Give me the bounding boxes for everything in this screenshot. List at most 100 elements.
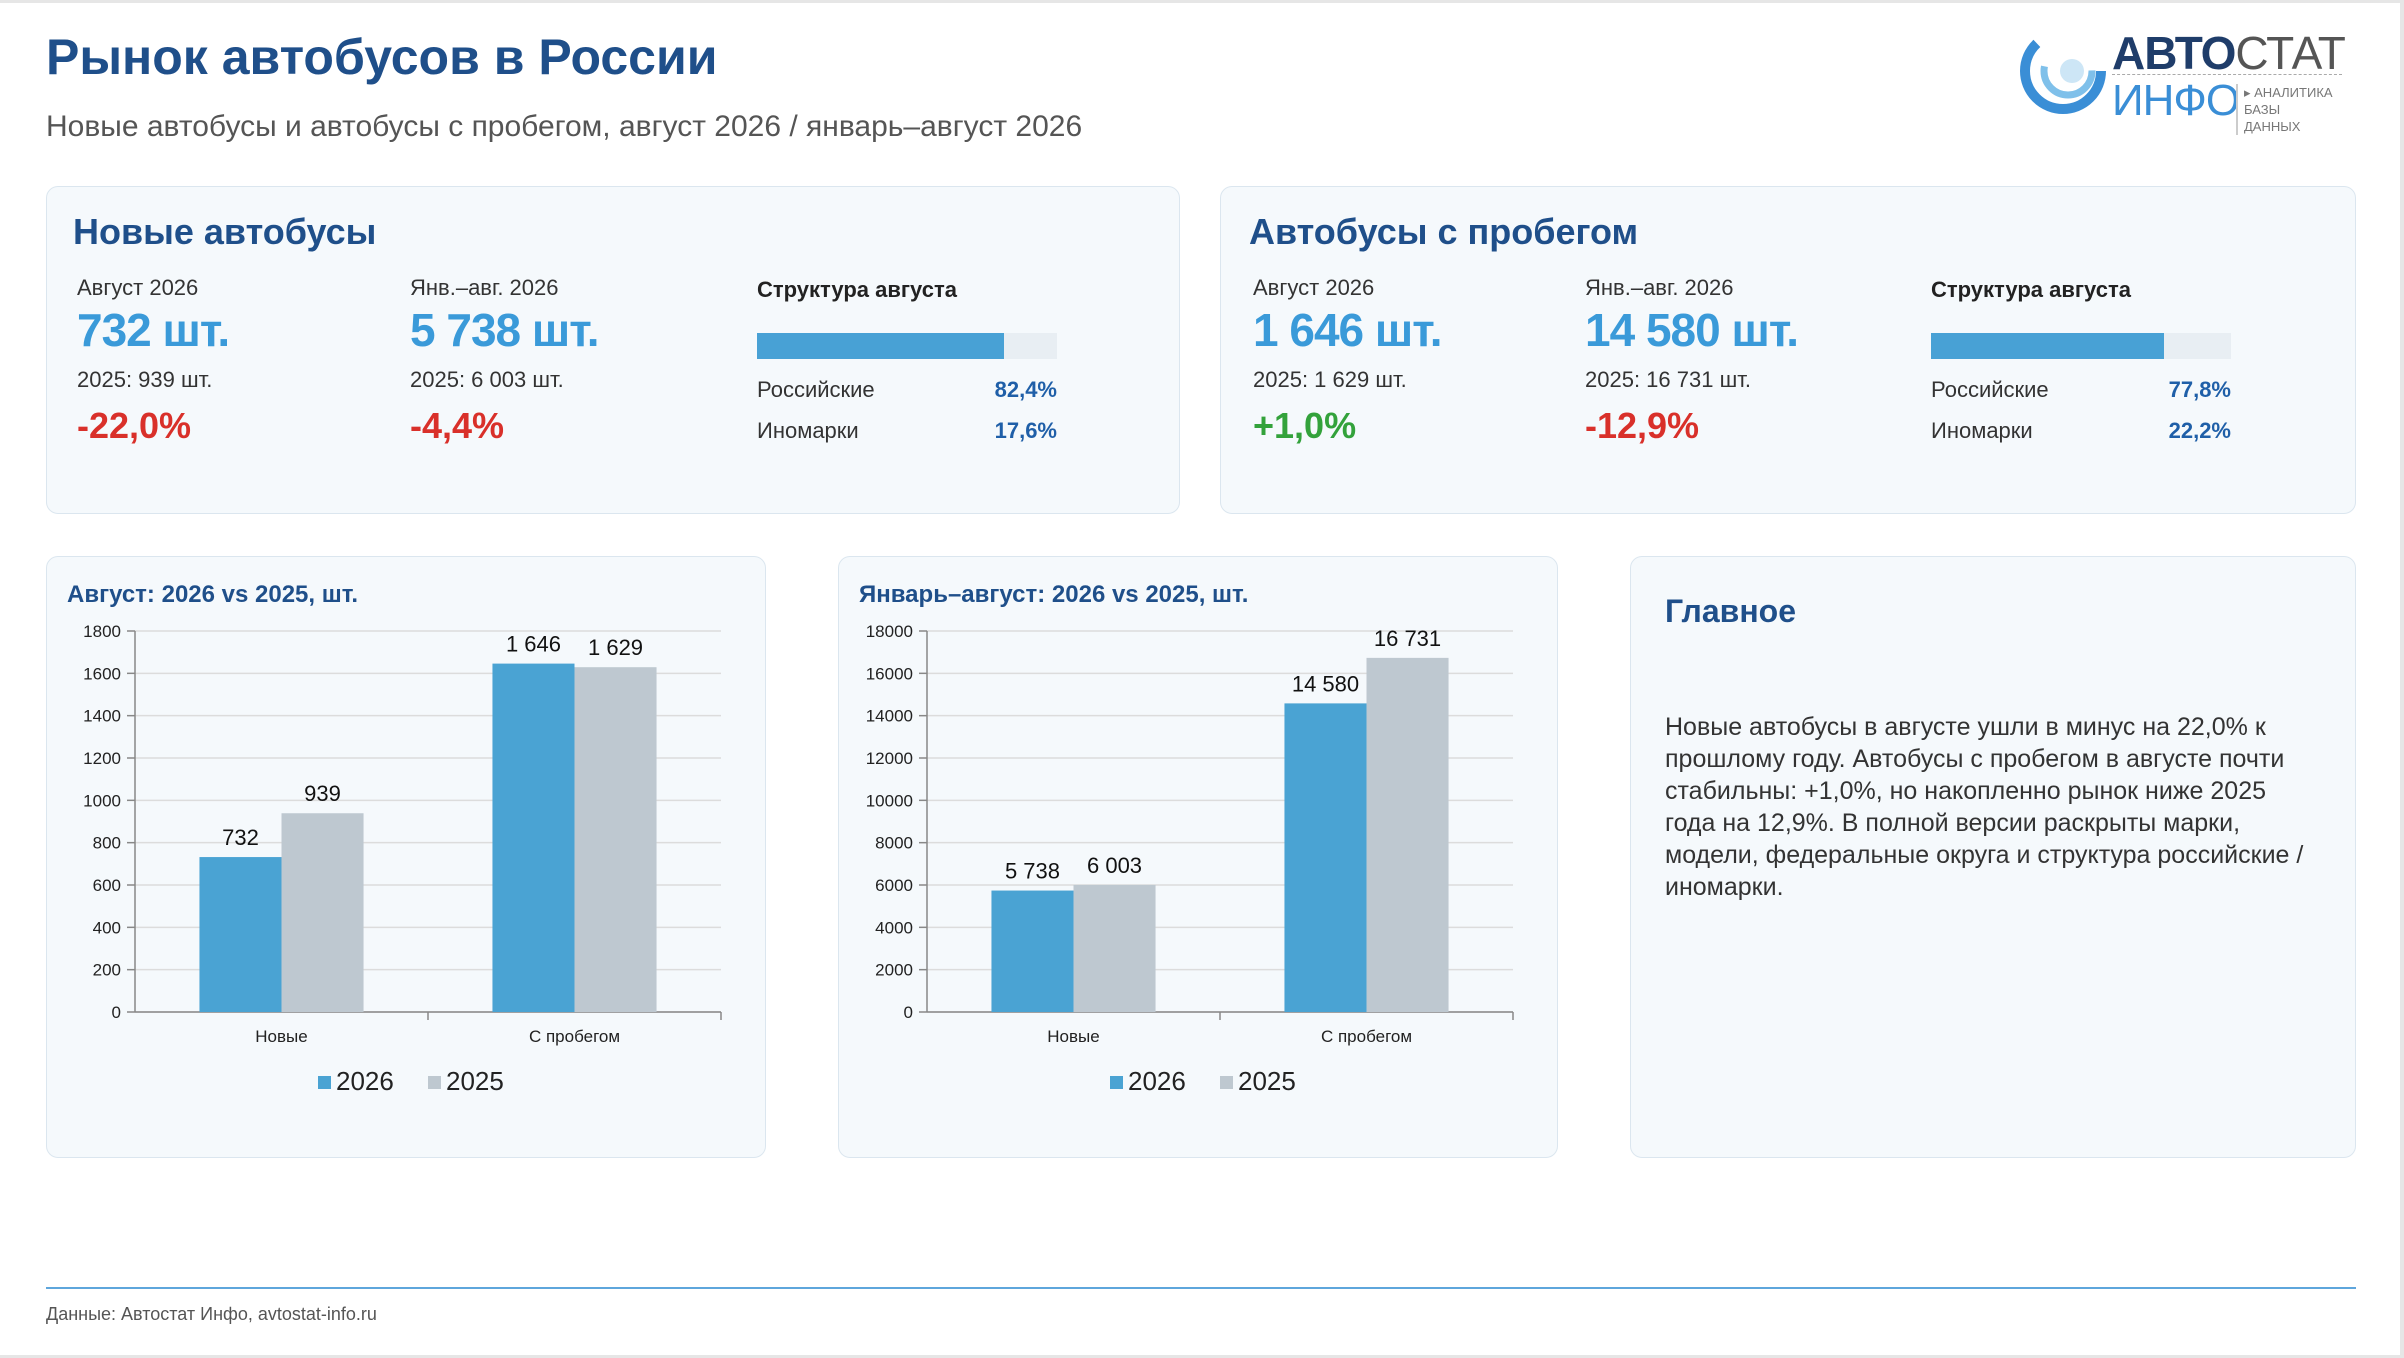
used-russian-value: 77,8% <box>2168 377 2231 402</box>
y-tick-label: 8000 <box>875 834 913 853</box>
page-subtitle: Новые автобусы и автобусы с пробегом, ав… <box>46 110 1083 143</box>
new-ytd-delta: -4,4% <box>410 405 505 446</box>
new-month-value: 732 шт. <box>77 304 230 356</box>
data-label: 6 003 <box>1087 853 1142 878</box>
ytd-chart: 0 2000 4000 6000 8000 10000 12000 14000 16000 180… <box>866 622 1514 1096</box>
logo-divider <box>2112 74 2342 76</box>
used-ytd-delta: -12,9% <box>1585 405 1700 446</box>
legend-label-2026: 2026 <box>1128 1066 1186 1096</box>
used-structure-bar-fill <box>1931 333 2165 359</box>
new-structure-bar-fill <box>757 333 1005 359</box>
august-chart: 0 200 400 600 800 1000 1200 1400 1600 1800 Новые 73… <box>83 622 722 1096</box>
y-tick-label: 0 <box>904 1003 913 1022</box>
new-structure-bar <box>757 333 1057 359</box>
august-chart-card: Август: 2026 vs 2025, шт. 0 200 400 600 800 1… <box>46 556 766 1158</box>
new-russian-value: 82,4% <box>994 377 1057 402</box>
data-label: 732 <box>222 825 259 850</box>
used-buses-card: Автобусы с пробегом Август 2026 1 646 шт… <box>1220 186 2356 514</box>
used-month-delta: +1,0% <box>1253 405 1357 446</box>
y-tick-label: 400 <box>93 918 121 937</box>
x-tick-label: Новые <box>1047 1027 1099 1046</box>
new-month-delta: -22,0% <box>77 405 192 446</box>
y-tick-label: 200 <box>93 961 121 980</box>
y-tick-label: 1800 <box>83 622 121 641</box>
y-tick-label: 4000 <box>875 918 913 937</box>
bar-2025-0 <box>281 813 364 1012</box>
used-foreign-value: 22,2% <box>2168 418 2231 443</box>
new-foreign-label: Иномарки <box>757 418 859 443</box>
ytd-chart-title: Январь–август: 2026 vs 2025, шт. <box>859 581 1249 608</box>
used-structure-bar <box>1931 333 2231 359</box>
new-month-prev: 2025: 939 шт. <box>77 367 213 392</box>
y-tick-label: 1200 <box>83 749 121 768</box>
data-label: 16 731 <box>1374 626 1441 651</box>
new-structure-title: Структура августа <box>757 277 957 302</box>
legend-swatch-2025 <box>428 1076 441 1089</box>
logo-wordmark-top: АВТОСТАТ <box>2112 27 2346 79</box>
footer-divider <box>46 1287 2356 1289</box>
logo-swirl-icon <box>2020 28 2106 114</box>
bar-2026-0 <box>991 890 1074 1012</box>
data-label: 14 580 <box>1292 671 1359 696</box>
new-foreign-value: 17,6% <box>994 418 1057 443</box>
y-tick-label: 600 <box>93 876 121 895</box>
data-label: 939 <box>304 781 341 806</box>
page-title: Рынок автобусов в России <box>46 29 718 85</box>
data-label: 1 646 <box>506 632 561 657</box>
right-border <box>2400 0 2404 1358</box>
new-russian-label: Российские <box>757 377 875 402</box>
bar-2025-1 <box>574 667 657 1012</box>
bar-2026-1 <box>1284 703 1367 1012</box>
bar-2026-1 <box>492 663 575 1012</box>
new-ytd-label: Янв.–авг. 2026 <box>410 275 559 300</box>
y-tick-label: 14000 <box>866 707 913 726</box>
new-ytd-prev: 2025: 6 003 шт. <box>410 367 564 392</box>
footer-source: Данные: Автостат Инфо, avtostat-info.ru <box>46 1304 377 1324</box>
legend-swatch-2026 <box>318 1076 331 1089</box>
y-tick-label: 1400 <box>83 707 121 726</box>
y-tick-label: 1600 <box>83 664 121 683</box>
bar-2025-1 <box>1366 657 1449 1012</box>
used-russian-label: Российские <box>1931 377 2049 402</box>
legend-swatch-2026 <box>1110 1076 1123 1089</box>
logo-tagline: ▸ АНАЛИТИКА БАЗЫ ДАННЫХ <box>2236 84 2340 135</box>
august-chart-title: Август: 2026 vs 2025, шт. <box>67 581 359 608</box>
legend-swatch-2025 <box>1220 1076 1233 1089</box>
x-tick-label: С пробегом <box>1321 1027 1412 1046</box>
y-tick-label: 10000 <box>866 791 913 810</box>
avtostat-logo: АВТОСТАТ ИНФО ▸ АНАЛИТИКА БАЗЫ ДАННЫХ <box>2020 24 2346 135</box>
y-tick-label: 2000 <box>875 961 913 980</box>
used-structure-title: Структура августа <box>1931 277 2131 302</box>
data-label: 5 738 <box>1005 859 1060 884</box>
x-tick-label: С пробегом <box>529 1027 620 1046</box>
legend-label-2025: 2025 <box>446 1066 504 1096</box>
new-month-label: Август 2026 <box>77 275 199 300</box>
used-foreign-label: Иномарки <box>1931 418 2033 443</box>
main-summary-text: Новые автобусы в августе ушли в минус на… <box>1665 713 2304 901</box>
main-summary-title: Главное <box>1665 593 1797 629</box>
used-ytd-label: Янв.–авг. 2026 <box>1585 275 1734 300</box>
y-tick-label: 16000 <box>866 664 913 683</box>
y-tick-label: 800 <box>93 834 121 853</box>
bar-2025-0 <box>1073 884 1156 1012</box>
y-tick-label: 0 <box>112 1003 121 1022</box>
ytd-chart-card: Январь–август: 2026 vs 2025, шт. 0 2000 40… <box>838 556 1558 1158</box>
new-buses-card: Новые автобусы Август 2026 732 шт. 2025:… <box>46 186 1180 514</box>
legend-label-2026: 2026 <box>336 1066 394 1096</box>
used-month-value: 1 646 шт. <box>1253 304 1442 356</box>
new-ytd-value: 5 738 шт. <box>410 304 599 356</box>
y-tick-label: 6000 <box>875 876 913 895</box>
x-tick-label: Новые <box>255 1027 307 1046</box>
logo-wordmark-bottom: ИНФО <box>2112 76 2240 125</box>
legend-label-2025: 2025 <box>1238 1066 1296 1096</box>
used-month-label: Август 2026 <box>1253 275 1375 300</box>
top-border <box>0 0 2404 3</box>
used-buses-title: Автобусы с пробегом <box>1249 211 1639 252</box>
used-ytd-prev: 2025: 16 731 шт. <box>1585 367 1751 392</box>
used-ytd-value: 14 580 шт. <box>1585 304 1799 356</box>
y-tick-label: 1000 <box>83 791 121 810</box>
new-buses-title: Новые автобусы <box>73 211 377 252</box>
data-label: 1 629 <box>588 635 643 660</box>
y-tick-label: 12000 <box>866 749 913 768</box>
y-tick-label: 18000 <box>866 622 913 641</box>
